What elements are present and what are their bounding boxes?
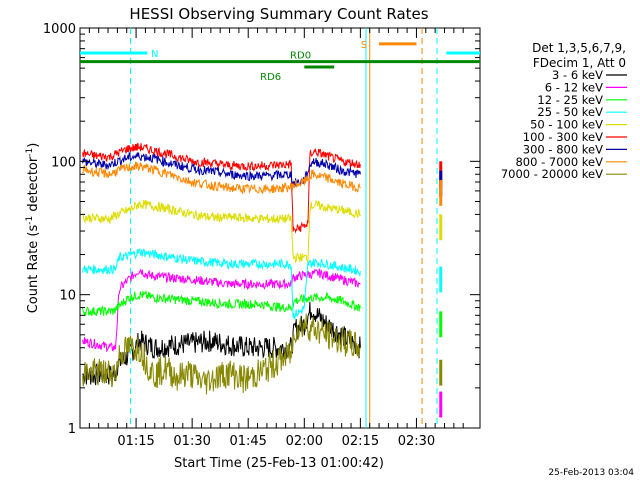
- legend-label-8: 7000 - 20000 keV: [501, 167, 603, 181]
- y-axis-label-end: ): [26, 143, 41, 148]
- legend-label-5: 100 - 300 keV: [523, 130, 603, 144]
- series-line-1: [82, 268, 361, 353]
- flag-label-s: S: [361, 40, 367, 51]
- x-tick-label-0: 01:15: [117, 434, 154, 449]
- series-line-6: [82, 152, 361, 187]
- legend-header-2: FDecim 1, Att 0: [533, 56, 626, 70]
- flag-label-rd6: RD6: [260, 72, 281, 83]
- y-axis-label-sup2: -1: [25, 148, 35, 157]
- plot-frame: [79, 27, 481, 429]
- legend-label-3: 25 - 50 keV: [537, 105, 603, 119]
- axis-ticks: 1 10 100 1000 01:15 01:30 01:45 02:00 02:15 02:30: [43, 22, 480, 449]
- series-line-5: [82, 142, 361, 234]
- legend-label-4: 50 - 100 keV: [530, 118, 603, 132]
- series-line-3: [82, 248, 361, 320]
- plot-area: [82, 28, 443, 428]
- flag-label-rd0: RD0: [290, 51, 311, 62]
- observing-flags: N RD0 RD6 S: [80, 40, 480, 83]
- y-axis-label: Count Rate (s-1 detector-1): [25, 143, 41, 314]
- x-tick-label-3: 02:00: [286, 434, 323, 449]
- legend-header-1: Det 1,3,5,6,7,9,: [532, 41, 626, 55]
- y-tick-label-3: 1000: [43, 22, 76, 37]
- x-axis-label: Start Time (25-Feb-13 01:00:42): [174, 456, 384, 471]
- legend-label-2: 12 - 25 keV: [537, 93, 603, 107]
- y-axis-label-sup1: -1: [25, 216, 35, 225]
- series-line-2: [82, 289, 361, 317]
- x-tick-label-5: 02:30: [398, 434, 435, 449]
- y-tick-label-0: 1: [68, 422, 76, 437]
- legend-label-7: 800 - 7000 keV: [515, 155, 603, 169]
- legend-label-6: 300 - 800 keV: [523, 142, 603, 156]
- legend-label-0: 3 - 6 keV: [552, 68, 603, 82]
- chart-title: HESSI Observing Summary Count Rates: [129, 5, 428, 23]
- y-tick-label-2: 100: [51, 155, 76, 170]
- legend: Det 1,3,5,6,7,9, FDecim 1, Att 0 3 - 6 k…: [501, 41, 627, 181]
- x-tick-label-2: 01:45: [229, 434, 266, 449]
- legend-label-1: 6 - 12 keV: [545, 80, 603, 94]
- series-line-4: [82, 200, 361, 264]
- y-axis-label-text: Count Rate (s: [26, 225, 41, 314]
- footer-date: 25-Feb-2013 03:04: [548, 468, 634, 478]
- series-line-8: [82, 313, 361, 395]
- x-tick-label-4: 02:15: [342, 434, 379, 449]
- y-tick-label-1: 10: [59, 289, 76, 304]
- x-tick-label-1: 01:30: [173, 434, 210, 449]
- y-axis-label-mid: detector: [26, 156, 41, 216]
- flag-label-n: N: [151, 49, 158, 60]
- series-line-7: [82, 161, 361, 195]
